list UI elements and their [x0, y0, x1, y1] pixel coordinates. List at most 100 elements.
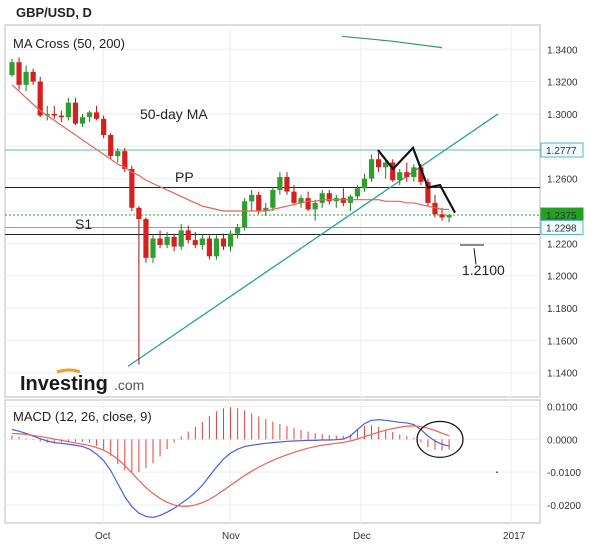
candle-body	[284, 177, 290, 192]
candle-body	[37, 81, 43, 116]
candle-body	[319, 193, 325, 203]
price-label: 1.2777	[546, 146, 577, 157]
candle-body	[439, 214, 445, 218]
price-label-box	[540, 219, 584, 235]
candle-body	[263, 207, 269, 211]
y-tick-label: 1.1800	[547, 304, 578, 315]
candle-body	[79, 117, 86, 124]
candle-body	[9, 62, 15, 76]
candle-body	[242, 201, 248, 228]
candle-body	[340, 198, 346, 203]
candle-body	[171, 236, 177, 247]
candle-body	[326, 193, 332, 202]
x-tick-label: Nov	[222, 531, 240, 542]
macd-highlight-circle	[416, 420, 464, 458]
candle-body	[298, 198, 304, 203]
candle-body	[411, 167, 417, 178]
projection-zigzag	[377, 145, 456, 214]
candle-body	[277, 177, 283, 190]
candle-body	[101, 118, 107, 135]
y-tick-label: 1.2200	[547, 239, 578, 250]
y-tick-label: 1.3400	[547, 45, 578, 56]
ma-cross-label: MA Cross (50, 200)	[13, 36, 125, 51]
price-label: 1.2298	[546, 223, 577, 234]
price-plot	[5, 35, 540, 367]
candle-body	[44, 113, 50, 116]
candle-body	[213, 238, 220, 257]
candle-body	[404, 172, 410, 178]
candle-body	[94, 112, 100, 119]
y-tick-label: 1.1600	[547, 336, 578, 347]
ma50-line	[11, 84, 450, 212]
y-tick-label: 1.2600	[547, 175, 578, 186]
investing-logo: Investing .com	[20, 368, 144, 395]
candle-body	[115, 151, 121, 157]
price-label: 1.2375	[546, 211, 577, 222]
macd-y-tick-label: 0.0000	[547, 435, 578, 446]
candle-body	[129, 168, 135, 208]
candle-body	[390, 162, 396, 181]
candle-body	[227, 233, 234, 247]
x-tick-label: Oct	[95, 531, 111, 542]
macd-plot	[11, 407, 498, 519]
target-pointer	[473, 248, 477, 265]
candle-body	[65, 102, 71, 118]
candle-body	[397, 172, 403, 181]
candle-body	[150, 238, 156, 258]
trendline	[127, 113, 499, 367]
candle-body	[58, 115, 64, 118]
macd-y-tick-label: -0.0100	[547, 468, 581, 479]
candle-body	[249, 194, 255, 202]
candle-body	[383, 162, 389, 168]
pp-annotation: PP	[175, 169, 194, 185]
candle-body	[361, 178, 368, 189]
dot-marker	[496, 471, 498, 473]
macd-y-tick-label: 0.0100	[547, 403, 578, 414]
logo-swoosh	[56, 368, 81, 374]
ma50-annotation: 50-day MA	[140, 106, 208, 122]
candle-body	[157, 238, 163, 245]
axes: 1.34001.32001.30001.28001.26001.24001.22…	[95, 45, 584, 542]
candle-body	[291, 191, 297, 203]
y-tick-label: 1.2000	[547, 272, 578, 283]
candle-body	[164, 236, 170, 245]
candle-body	[192, 240, 198, 245]
target-annotation: 1.2100	[462, 262, 505, 278]
y-tick-label: 1.3000	[547, 110, 578, 121]
candle-body	[446, 215, 452, 218]
candle-body	[354, 188, 361, 197]
candle-body	[418, 167, 424, 182]
s1-annotation: S1	[75, 216, 92, 232]
candle-body	[425, 181, 431, 203]
signal-line	[11, 425, 450, 507]
candle-body	[305, 198, 311, 210]
candle-body	[136, 207, 142, 220]
candle-body	[16, 62, 22, 85]
macd-y-tick-label: -0.0200	[547, 501, 581, 512]
candle-body	[51, 113, 57, 116]
ma200-line	[341, 35, 443, 49]
candle-body	[185, 230, 191, 241]
candle-body	[312, 202, 318, 210]
macd-label: MACD (12, 26, close, 9)	[13, 409, 152, 424]
candle-body	[432, 202, 438, 215]
candle-body	[368, 159, 375, 179]
candle-body	[23, 71, 29, 85]
candle-body	[30, 71, 36, 82]
x-tick-label: 2017	[503, 531, 526, 542]
candle-body	[270, 189, 276, 208]
candle-body	[108, 134, 114, 157]
candle-body	[206, 238, 212, 257]
candle-body	[86, 112, 93, 118]
candle-body	[122, 151, 128, 169]
macd-line	[11, 419, 450, 519]
candle-body	[72, 102, 79, 124]
chart-title: GBP/USD, D	[16, 5, 92, 20]
candle-body	[376, 159, 382, 168]
candle-body	[235, 227, 241, 234]
logo-suffix: .com	[114, 377, 144, 393]
macd-panel	[4, 399, 541, 524]
candle-body	[220, 238, 227, 247]
price-label-box	[540, 142, 584, 158]
